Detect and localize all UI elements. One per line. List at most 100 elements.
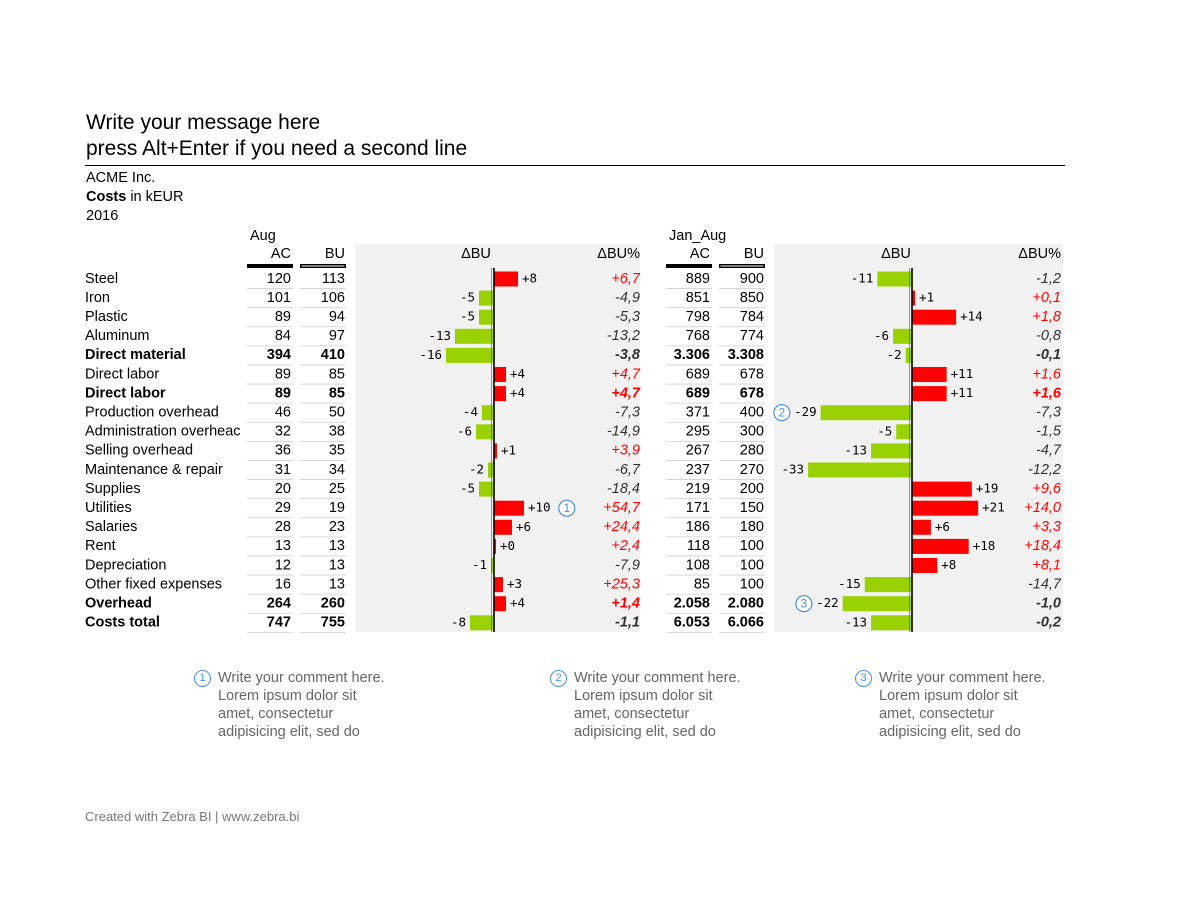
- period-label: Aug: [250, 228, 276, 244]
- ac-value: 6.053: [674, 615, 710, 631]
- measure-unit: in kEUR: [126, 189, 184, 205]
- pct-value: +1,4: [611, 596, 640, 612]
- delta-bar: [912, 538, 969, 554]
- delta-label: -29: [794, 404, 817, 419]
- bu-value: 38: [329, 424, 345, 440]
- ac-value: 2.058: [674, 596, 710, 612]
- delta-label: -5: [460, 290, 475, 305]
- row-label: Overhead: [85, 596, 152, 612]
- delta-bar: [488, 462, 494, 478]
- bu-value: 19: [329, 500, 345, 516]
- bu-value: 106: [321, 290, 345, 306]
- row-label: Selling overhead: [85, 443, 193, 459]
- delta-bar: [893, 328, 912, 344]
- row-label: Supplies: [85, 481, 141, 497]
- pct-value: -14,9: [607, 424, 640, 440]
- delta-label: +4: [510, 595, 525, 610]
- ac-value: 16: [275, 576, 291, 592]
- pct-value: -7,3: [615, 405, 640, 421]
- ac-value: 28: [275, 519, 291, 535]
- delta-label: +14: [960, 309, 983, 324]
- delta-bar: [479, 290, 494, 306]
- comment-line: amet, consectetur: [574, 706, 690, 722]
- delta-label: -22: [816, 595, 839, 610]
- ac-value: 89: [275, 366, 291, 382]
- chart-title: Write your message here press Alt+Enter …: [86, 110, 467, 162]
- chart-comment-number: 2: [779, 405, 786, 419]
- ac-value: 295: [686, 424, 710, 440]
- delta-header: ΔBU: [461, 246, 491, 262]
- ac-value: 171: [686, 500, 710, 516]
- row-label: Administration overheac: [85, 424, 241, 440]
- pct-value: -4,7: [1036, 443, 1062, 459]
- delta-label: +8: [941, 557, 956, 572]
- pct-value: -7,3: [1036, 405, 1061, 421]
- ac-value: 3.306: [674, 347, 710, 363]
- pct-value: -5,3: [615, 309, 640, 325]
- delta-bar: [494, 386, 506, 402]
- delta-label: -2: [887, 347, 902, 362]
- delta-bar: [494, 596, 506, 612]
- delta-bar: [479, 309, 494, 325]
- delta-label: +21: [982, 500, 1005, 515]
- bu-value: 774: [740, 328, 764, 344]
- comment-line: adipisicing elit, sed do: [218, 724, 360, 740]
- comment-line: Write your comment here.: [574, 670, 741, 686]
- pct-value: -0,2: [1036, 615, 1061, 631]
- measure-bold: Costs: [86, 189, 127, 205]
- bu-value: 25: [329, 481, 345, 497]
- pct-value: -12,2: [1028, 462, 1061, 478]
- delta-label: -11: [851, 271, 874, 286]
- bu-marker: [300, 264, 346, 268]
- pct-header: ΔBU%: [1018, 246, 1061, 262]
- ac-value: 186: [686, 519, 710, 535]
- bu-value: 34: [329, 462, 345, 478]
- delta-label: -13: [844, 442, 867, 457]
- delta-label: +8: [522, 271, 537, 286]
- ac-value: 264: [267, 596, 291, 612]
- pct-value: -1,1: [615, 615, 640, 631]
- pct-value: -4,9: [615, 290, 640, 306]
- pct-value: +1,6: [1032, 366, 1062, 382]
- bu-value: 678: [740, 385, 764, 401]
- delta-bar: [446, 347, 494, 363]
- bu-value: 900: [740, 271, 764, 287]
- title-line-1: Write your message here: [86, 111, 321, 134]
- delta-label: -1: [472, 557, 487, 572]
- delta-bar: [494, 367, 506, 382]
- ac-value: 29: [275, 500, 291, 516]
- bu-value: 3.308: [728, 347, 764, 363]
- delta-bar: [808, 462, 912, 478]
- title-line-2: press Alt+Enter if you need a second lin…: [86, 137, 468, 160]
- bu-value: 850: [740, 290, 764, 306]
- delta-bar: [494, 500, 524, 516]
- row-label: Other fixed expenses: [85, 576, 222, 592]
- delta-label: -6: [874, 328, 889, 343]
- ac-value: 889: [686, 271, 710, 287]
- comment-marker-3: 3: [855, 670, 872, 687]
- ac-value: 267: [686, 443, 710, 459]
- row-label: Salaries: [85, 519, 137, 535]
- delta-label: -33: [781, 462, 804, 477]
- ac-value: 798: [686, 309, 710, 325]
- ac-value: 120: [267, 271, 291, 287]
- pct-value: -3,8: [615, 347, 641, 363]
- bu-value: 50: [329, 405, 345, 421]
- bu-value: 2.080: [728, 596, 764, 612]
- row-label: Maintenance & repair: [85, 462, 223, 478]
- row-label: Costs total: [85, 615, 160, 631]
- bu-header: BU: [744, 246, 764, 262]
- comment-line: adipisicing elit, sed do: [879, 724, 1021, 740]
- period-label: Jan_Aug: [669, 228, 726, 244]
- delta-label: +1: [501, 442, 516, 457]
- ac-value: 768: [686, 328, 710, 344]
- bu-value: 260: [321, 596, 345, 612]
- row-label: Direct labor: [85, 385, 166, 401]
- delta-header: ΔBU: [881, 246, 911, 262]
- delta-bar: [479, 481, 494, 497]
- bu-value: 300: [740, 424, 764, 440]
- delta-bar: [494, 577, 503, 593]
- delta-label: -13: [428, 328, 451, 343]
- bu-marker: [719, 264, 765, 268]
